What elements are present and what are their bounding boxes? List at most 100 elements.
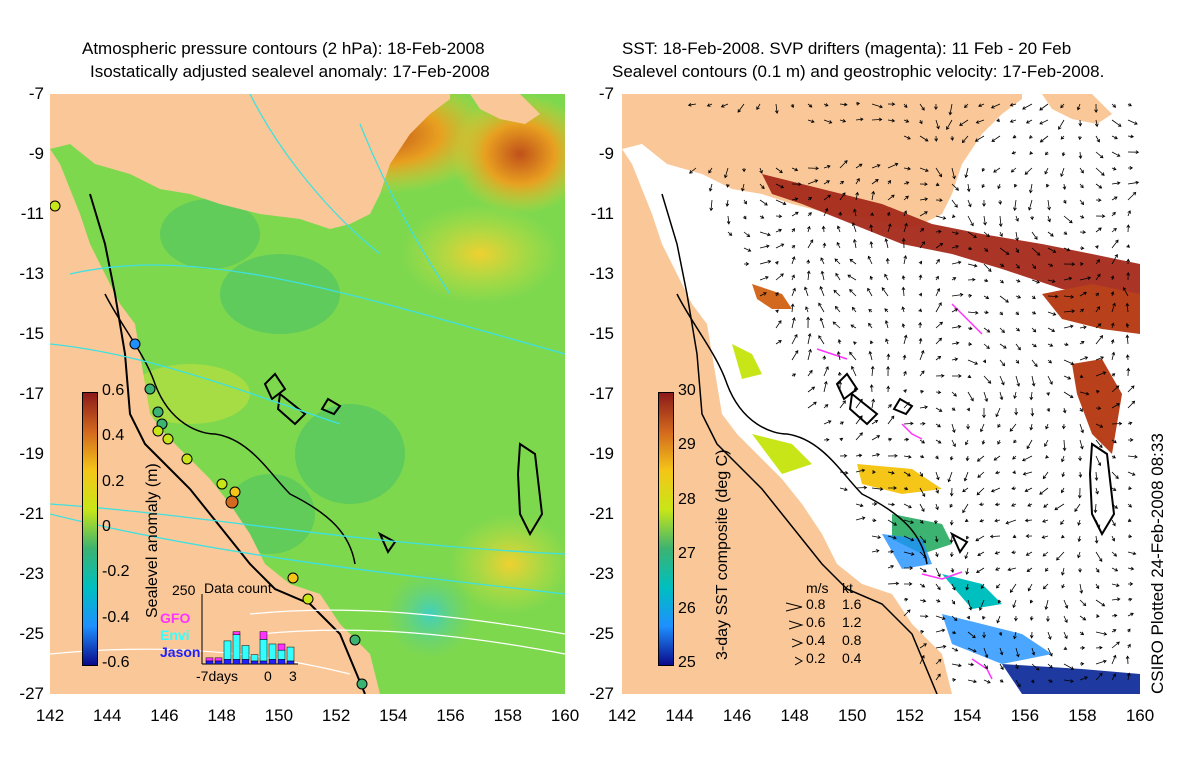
velocity-arrow xyxy=(950,135,955,141)
velocity-arrow xyxy=(1078,471,1083,478)
velocity-arrow xyxy=(903,222,908,233)
velocity-arrow xyxy=(1079,356,1089,361)
velocity-arrow xyxy=(1111,373,1116,377)
velocity-arrow xyxy=(881,287,889,297)
velocity-arrow xyxy=(949,455,954,461)
velocity-arrow xyxy=(743,215,747,220)
velocity-arrow xyxy=(903,609,911,617)
velocity-arrow xyxy=(839,400,846,409)
velocity-arrow xyxy=(1079,291,1087,297)
velocity-arrow xyxy=(1060,103,1065,109)
velocity-arrow xyxy=(837,371,842,377)
velocity-arrow xyxy=(887,453,898,458)
velocity-arrow xyxy=(1047,631,1052,640)
velocity-arrow xyxy=(724,167,729,179)
velocity-arrow xyxy=(853,386,858,393)
velocity-arrow xyxy=(965,455,970,462)
velocity-arrow xyxy=(983,295,990,299)
lat-tick-label-right: -19 xyxy=(589,444,614,463)
velocity-arrow xyxy=(1127,597,1133,602)
velocity-arrow xyxy=(934,535,939,543)
velocity-arrow xyxy=(903,454,912,459)
velocity-arrow xyxy=(887,102,896,107)
lon-tick-label-right: 146 xyxy=(722,706,752,725)
velocity-arrow xyxy=(1029,183,1033,194)
velocity-arrow xyxy=(759,183,765,190)
velocity-legend-arrow-icon xyxy=(785,599,804,615)
velocity-arrow xyxy=(1127,134,1135,139)
velocity-arrow xyxy=(807,369,813,377)
velocity-arrow xyxy=(1022,471,1033,476)
inset-ymax: 250 xyxy=(172,582,196,598)
velocity-arrow xyxy=(903,503,912,509)
velocity-arrow xyxy=(884,319,889,329)
velocity-arrow xyxy=(951,214,956,218)
velocity-arrow xyxy=(935,198,943,203)
velocity-arrow xyxy=(919,439,926,444)
velocity-arrow xyxy=(807,225,811,233)
velocity-arrow xyxy=(839,119,847,123)
velocity-legend-ms: 0.8 xyxy=(806,596,826,612)
velocity-arrow xyxy=(1031,663,1040,671)
velocity-arrow xyxy=(1045,567,1049,572)
velocity-arrow xyxy=(1095,390,1100,394)
velocity-arrow xyxy=(855,101,861,106)
velocity-arrow xyxy=(1127,471,1136,476)
velocity-arrow xyxy=(869,384,874,393)
velocity-arrow xyxy=(819,317,825,329)
velocity-arrow xyxy=(1011,503,1017,507)
velocity-arrow xyxy=(981,167,986,172)
velocity-arrow xyxy=(870,365,875,377)
velocity-arrow xyxy=(1111,471,1119,480)
velocity-arrow xyxy=(951,199,958,208)
velocity-arrow xyxy=(1079,199,1085,206)
new-caledonia-outline xyxy=(1088,442,1116,537)
velocity-arrow xyxy=(903,437,910,442)
velocity-arrow xyxy=(1063,276,1073,281)
velocity-arrow xyxy=(1095,167,1105,176)
velocity-arrow xyxy=(836,351,841,361)
velocity-arrow xyxy=(849,289,857,297)
velocity-arrow xyxy=(935,321,943,329)
velocity-arrow xyxy=(935,673,941,681)
velocity-arrow xyxy=(1111,519,1116,527)
velocity-arrow xyxy=(1041,535,1049,539)
velocity-arrow xyxy=(976,567,985,574)
lat-tick-label-left: -27 xyxy=(19,684,44,703)
velocity-arrow xyxy=(1095,356,1105,361)
velocity-arrow xyxy=(887,179,892,185)
velocity-arrow xyxy=(903,471,911,477)
velocity-arrow xyxy=(903,334,908,345)
velocity-arrow xyxy=(807,179,819,185)
velocity-arrow xyxy=(1111,351,1116,361)
velocity-arrow xyxy=(903,535,915,542)
velocity-arrow xyxy=(919,227,925,233)
velocity-arrow xyxy=(1026,439,1033,450)
data-count-inset: Data count xyxy=(200,580,300,668)
velocity-arrow xyxy=(821,225,826,233)
velocity-arrow xyxy=(887,437,893,442)
velocity-arrow xyxy=(903,519,915,524)
velocity-arrow xyxy=(839,180,845,185)
velocity-arrow xyxy=(1045,423,1049,430)
velocity-arrow xyxy=(886,211,891,217)
velocity-arrow xyxy=(1127,503,1132,508)
velocity-arrow xyxy=(967,263,978,268)
velocity-arrow xyxy=(1047,294,1059,299)
velocity-arrow xyxy=(1063,215,1073,224)
velocity-arrow xyxy=(1060,135,1065,140)
velocity-arrow xyxy=(983,231,990,238)
velocity-arrow xyxy=(951,292,964,297)
velocity-arrow xyxy=(871,419,879,425)
velocity-arrow xyxy=(999,391,1004,401)
velocity-arrow xyxy=(962,503,969,514)
velocity-arrow xyxy=(791,256,796,265)
velocity-arrow xyxy=(1031,647,1036,656)
velocity-arrow xyxy=(887,581,900,586)
velocity-arrow xyxy=(1047,375,1053,385)
velocity-arrow xyxy=(1031,247,1041,256)
velocity-arrow xyxy=(807,166,819,171)
velocity-arrow xyxy=(1079,262,1084,266)
velocity-arrow xyxy=(1031,310,1037,315)
velocity-arrow xyxy=(1127,191,1137,201)
